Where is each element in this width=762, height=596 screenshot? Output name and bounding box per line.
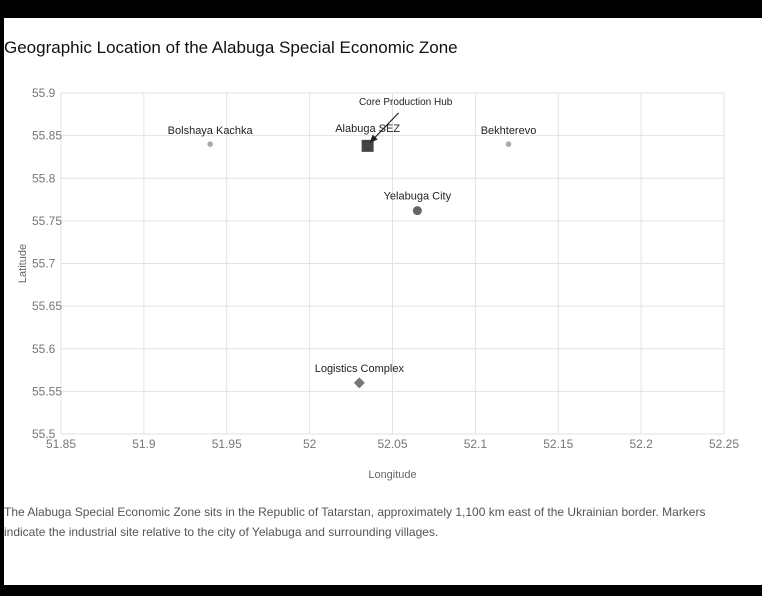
data-point-label: Yelabuga City [384,191,452,203]
y-tick-label: 55.55 [32,384,62,398]
annotation: Core Production Hub [359,97,453,143]
data-point-label: Bolshaya Kachka [168,125,254,137]
y-tick-label: 55.8 [32,171,56,185]
data-point-circle [505,141,512,147]
data-point-circle [207,141,213,147]
y-axis-label: Latitude [17,244,29,283]
x-tick-label: 52.2 [629,437,653,451]
x-tick-labels: 51.85 51.9 51.95 52 52.05 52.1 52.15 52.2 52.25 [46,437,739,451]
x-axis-label: Longitude [368,469,416,481]
y-tick-label: 55.9 [32,86,56,100]
y-tick-label: 55.65 [32,299,62,313]
x-tick-label: 51.9 [132,437,156,451]
x-tick-label: 52.05 [377,437,407,451]
grid-lines [60,92,725,435]
x-tick-label: 52.15 [543,437,573,451]
y-tick-label: 55.6 [32,342,56,356]
y-tick-labels: 55.5 55.55 55.6 55.65 55.7 55.75 55.8 55.85 55.9 [32,86,62,441]
data-points: Alabuga SEZ Yelabuga City Logistics Comple… [168,123,537,389]
y-tick-label: 55.75 [32,214,62,228]
chart-title: Geographic Location of the Alabuga Speci… [4,38,458,57]
data-point-label: Alabuga SEZ [335,123,400,135]
x-tick-label: 51.95 [212,437,242,451]
data-point-square [361,139,374,152]
data-point-label: Bekhterevo [481,125,537,137]
data-point-diamond [353,377,365,389]
scatter-plot: 51.85 51.9 51.95 52 52.05 52.1 52.15 52.2 52.25 … [17,86,739,481]
data-point-circle [412,206,422,216]
chart-caption: The Alabuga Special Economic Zone sits i… [4,505,706,539]
x-tick-label: 52.25 [709,437,739,451]
data-point-label: Logistics Complex [315,363,405,375]
y-tick-label: 55.5 [32,427,56,441]
annotation-arrowhead [369,134,378,143]
annotation-arrow [373,112,400,140]
x-tick-label: 52.1 [464,437,488,451]
chart-panel: Geographic Location of the Alabuga Speci… [4,18,762,585]
x-tick-label: 51.85 [46,437,76,451]
x-tick-label: 52 [303,437,317,451]
y-tick-label: 55.85 [32,129,62,143]
annotation-text: Core Production Hub [359,97,453,108]
y-tick-label: 55.7 [32,257,56,271]
